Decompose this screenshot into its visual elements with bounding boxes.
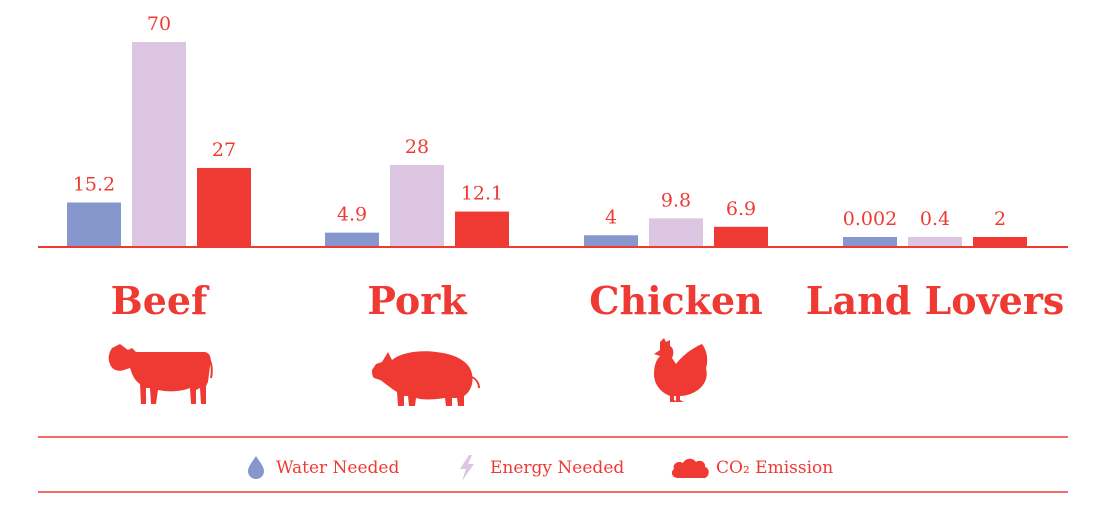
value-label-water-pork: 4.9 [337, 204, 367, 226]
bar-co2-beef [197, 167, 251, 247]
legend-item-water: Water Needed [248, 456, 399, 479]
legend-item-energy: Energy Needed [460, 455, 624, 481]
value-label-water-land-lovers: 0.002 [843, 208, 897, 230]
legend-label-co2: CO₂ Emission [716, 458, 833, 478]
value-label-co2-chicken: 6.9 [726, 198, 756, 220]
bar-water-beef [67, 202, 121, 247]
value-label-energy-beef: 70 [147, 13, 171, 35]
bar-co2-chicken [714, 226, 768, 247]
value-label-water-beef: 15.2 [73, 173, 115, 195]
legend-label-energy: Energy Needed [490, 458, 624, 478]
category-label-beef: Beef [111, 278, 210, 323]
bar-water-pork [325, 232, 379, 247]
bar-energy-land-lovers [908, 237, 962, 247]
bar-energy-beef [132, 42, 186, 247]
bar-water-chicken [584, 235, 638, 247]
bar-co2-land-lovers [973, 237, 1027, 247]
bars-group [67, 42, 1027, 247]
bar-energy-pork [390, 165, 444, 247]
category-label-chicken: Chicken [589, 278, 763, 323]
legend: Water Needed Energy Needed CO₂ Emission [248, 455, 833, 481]
value-label-co2-land-lovers: 2 [994, 208, 1006, 230]
lightning-icon [460, 455, 474, 481]
water-drop-icon [248, 456, 264, 479]
category-label-land-lovers: Land Lovers [806, 278, 1065, 323]
value-label-co2-pork: 12.1 [461, 183, 503, 205]
bar-water-land-lovers [843, 237, 897, 247]
value-label-co2-beef: 27 [212, 139, 236, 161]
value-label-energy-pork: 28 [405, 136, 429, 158]
value-label-water-chicken: 4 [605, 206, 617, 228]
legend-item-co2: CO₂ Emission [671, 458, 833, 478]
value-labels-group: 15.2 70 27 4.9 28 12.1 4 9.8 6.9 0.002 0.4 2 [73, 13, 1006, 230]
bar-energy-chicken [649, 218, 703, 247]
pig-icon [372, 351, 480, 406]
bar-co2-pork [455, 211, 509, 247]
category-labels-group: Beef Pork Chicken Land Lovers [111, 278, 1065, 323]
chicken-icon [654, 338, 708, 402]
legend-label-water: Water Needed [276, 458, 399, 478]
value-label-energy-land-lovers: 0.4 [920, 208, 950, 230]
value-label-energy-chicken: 9.8 [661, 189, 691, 211]
category-label-pork: Pork [367, 278, 467, 323]
cloud-icon [671, 458, 709, 478]
cow-icon [108, 344, 213, 404]
